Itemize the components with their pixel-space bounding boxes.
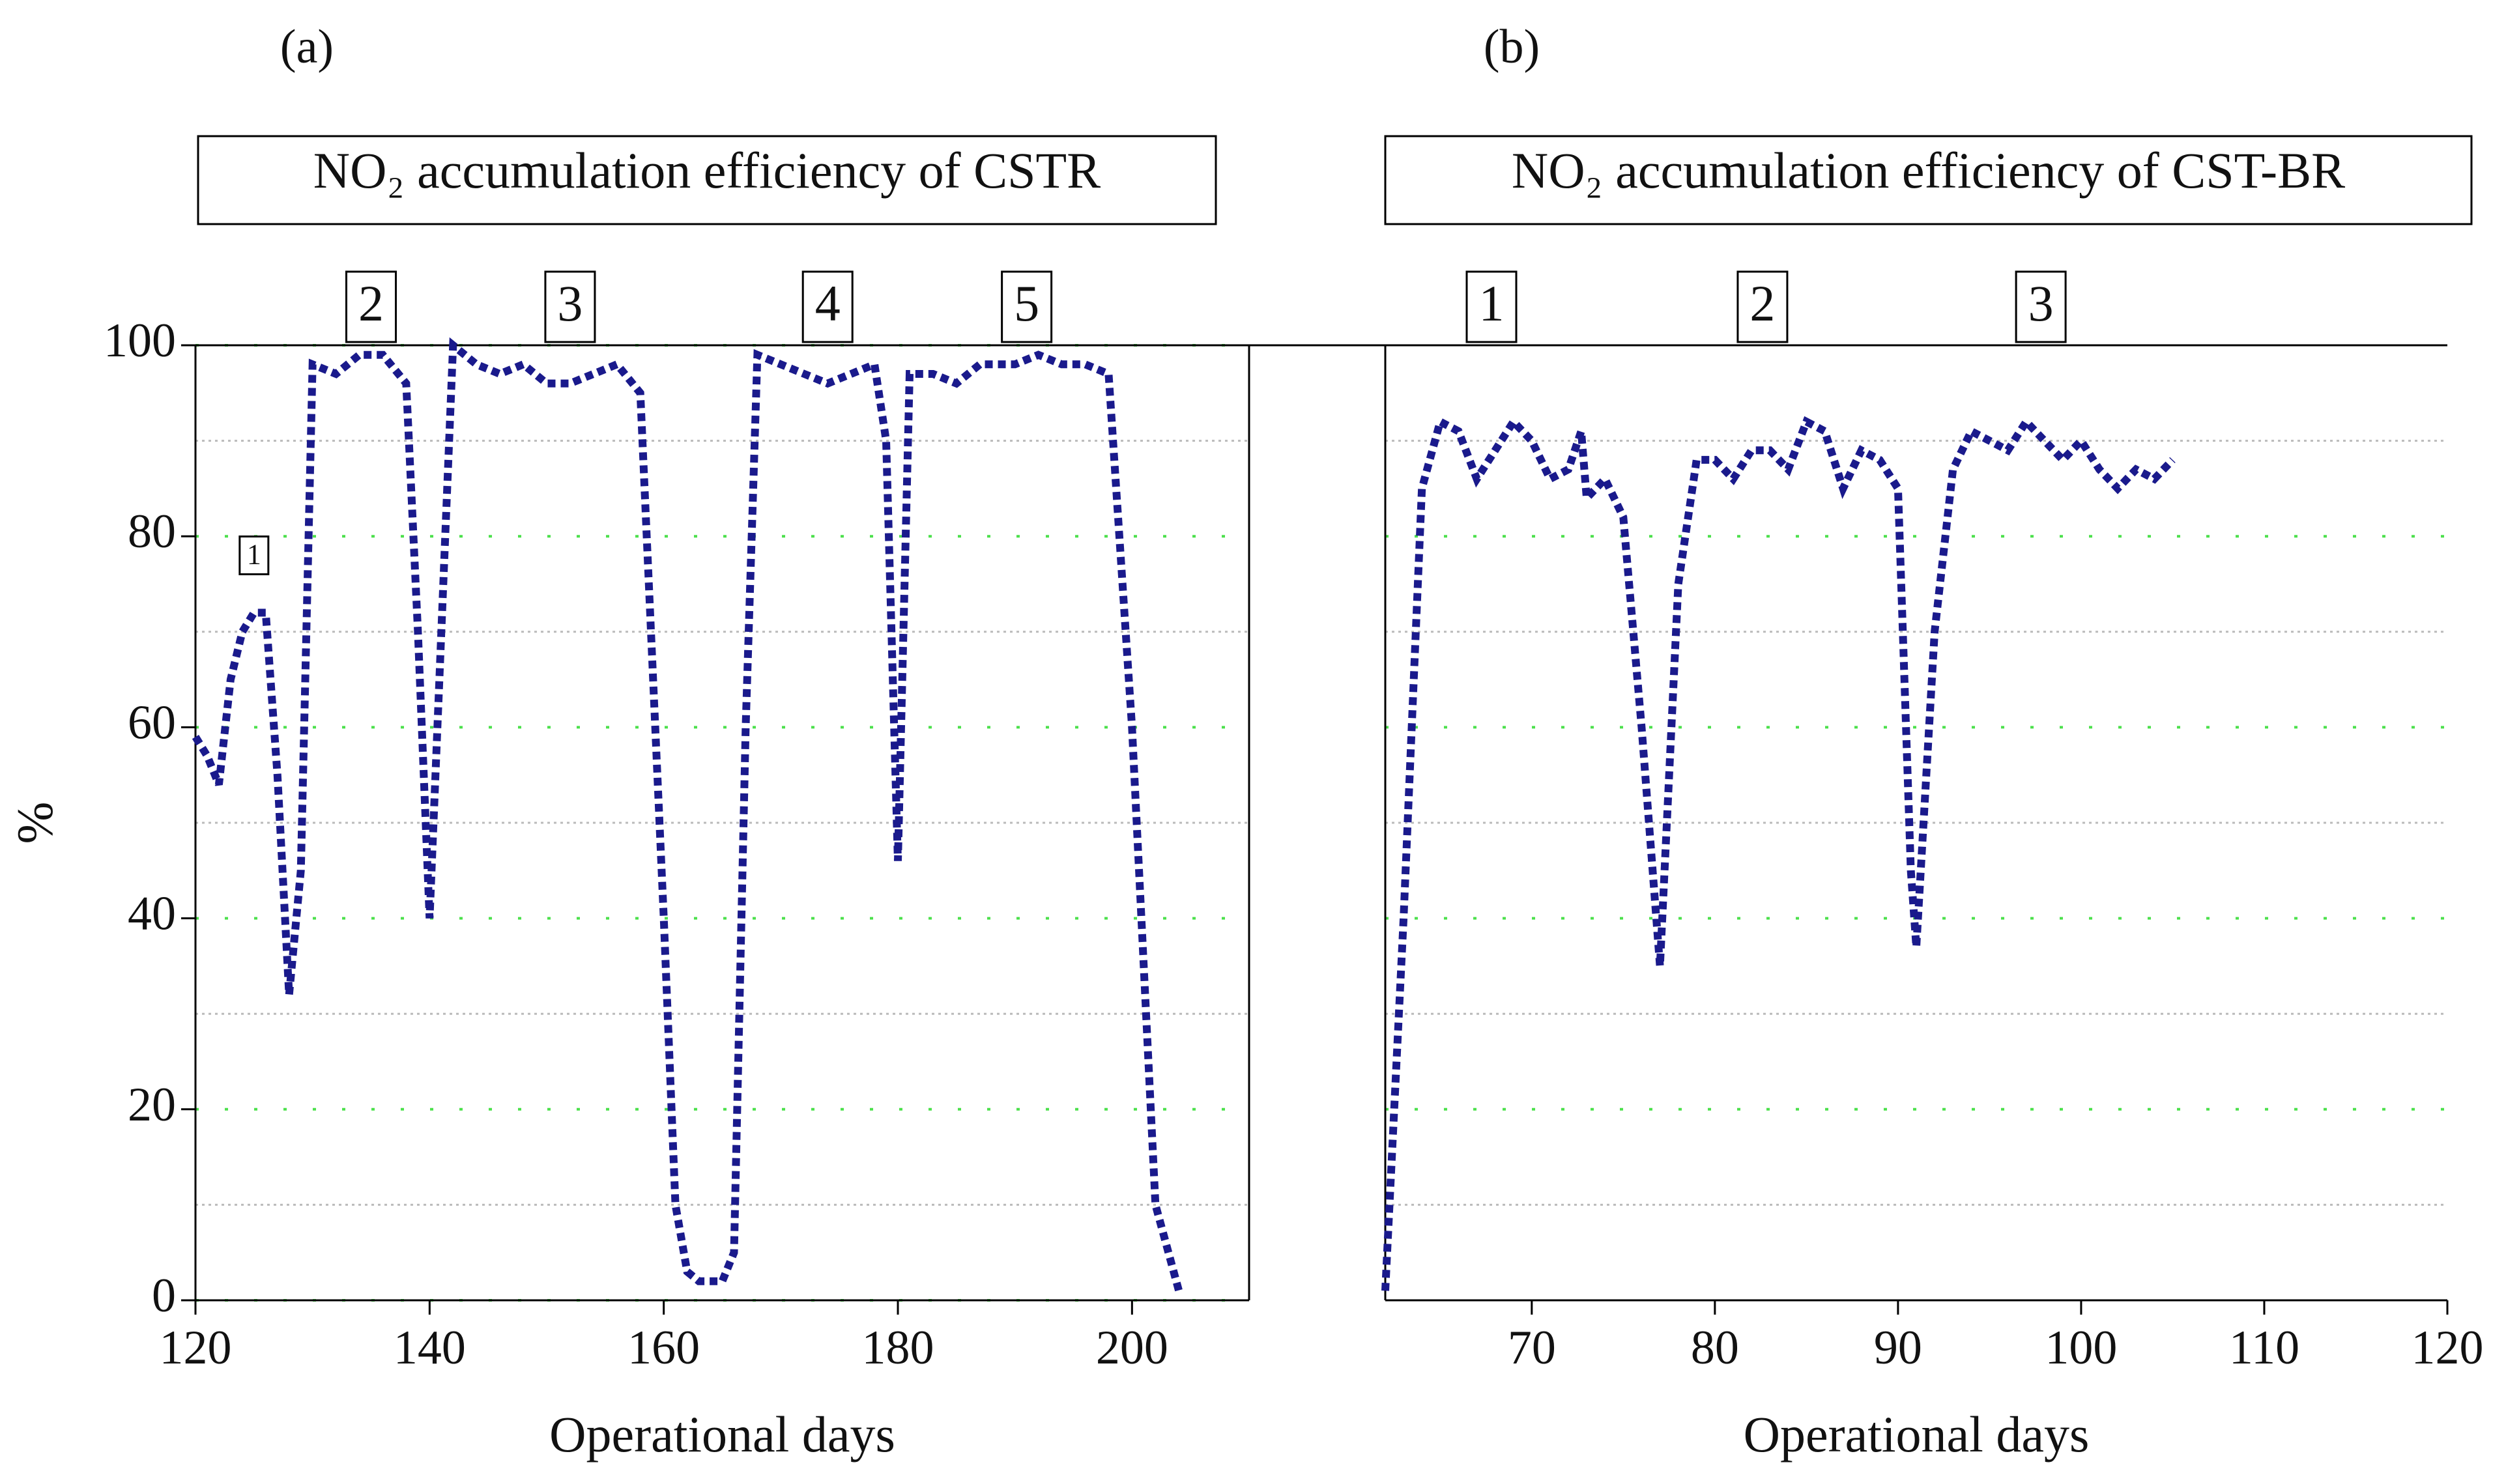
title-box [197,135,1217,225]
chart-title: NO₂ accumulation efficiency of CSTR [313,142,1101,199]
phase-label: 3 [2028,275,2054,332]
chart-title: NO₂ accumulation efficiency of CST-BR [1512,142,2345,199]
panel-label: (a) [280,20,334,74]
x-tick-label: 120 [2412,1321,2484,1375]
phase-box [1736,270,1789,343]
phase-label: 1 [247,539,261,571]
y-tick-label: 20 [128,1078,176,1132]
y-tick-label: 40 [128,887,176,941]
phase-box [2015,270,2067,343]
phase-box [345,270,397,343]
x-tick-label: 120 [160,1321,232,1375]
phase-box [1465,270,1518,343]
phase-label: 2 [358,275,384,332]
x-tick-label: 100 [2045,1321,2117,1375]
data-line [1381,415,2176,1291]
y-tick-label: 80 [128,505,176,558]
x-tick-label: 200 [1096,1321,1168,1375]
phase-box [544,270,596,343]
x-tick-label: 180 [862,1321,934,1375]
x-tick-label: 110 [2229,1321,2299,1375]
title-box [1384,135,2473,225]
phase-box [801,270,854,343]
panel-label: (b) [1484,20,1540,74]
phase-box [1001,270,1053,343]
data-line [192,337,1183,1292]
phase-label: 3 [557,275,583,332]
y-axis-label: % [7,802,63,844]
x-tick-label: 160 [627,1321,700,1375]
phase-label: 1 [1479,275,1505,332]
x-axis-label: Operational days [549,1406,895,1463]
x-axis-label: Operational days [1744,1406,2090,1463]
x-tick-label: 80 [1691,1321,1739,1375]
phase-label: 4 [815,275,841,332]
y-tick-label: 100 [104,314,176,367]
x-tick-label: 70 [1508,1321,1556,1375]
phase-label: 2 [1750,275,1775,332]
x-tick-label: 140 [394,1321,466,1375]
x-tick-label: 90 [1874,1321,1922,1375]
phase-box [238,535,270,576]
phase-label: 5 [1014,275,1039,332]
y-tick-label: 0 [152,1269,176,1322]
y-tick-label: 60 [128,696,176,749]
